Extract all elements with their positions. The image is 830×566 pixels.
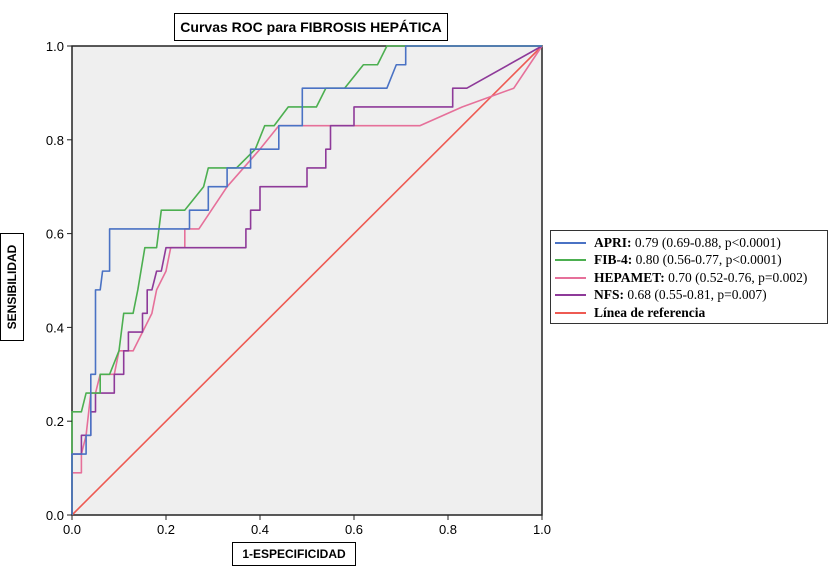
legend-stats-nfs: 0.68 (0.55-0.81, p=0.007) (627, 287, 767, 303)
legend-name-fib4: FIB-4: (594, 252, 633, 268)
legend-swatch-hepamet (555, 276, 586, 279)
y-tick-label: 0.4 (46, 320, 64, 335)
ticks-layer: 0.0 0.2 0.4 0.6 0.8 1.0 0.0 0.2 0.4 0.6 0.8 1.0 (46, 39, 551, 537)
series-line-reference (71, 45, 543, 516)
legend-name-reference: Línea de referencia (594, 304, 706, 320)
legend-item-apri: APRI: 0.79 (0.69-0.88, p<0.0001) (555, 234, 827, 252)
legend-name-apri: APRI: (594, 234, 632, 250)
legend: APRI: 0.79 (0.69-0.88, p<0.0001) FIB-4: … (550, 230, 828, 324)
chart-title: Curvas ROC para FIBROSIS HEPÁTICA (174, 13, 448, 41)
series-line-apri (71, 45, 542, 515)
y-axis-label: SENSIBILIDAD (0, 233, 24, 341)
legend-item-reference: Línea de referencia (555, 304, 827, 322)
legend-swatch-fib4 (555, 259, 586, 262)
x-tick-label: 0.6 (345, 522, 363, 537)
y-tick-label: 0.2 (46, 414, 64, 429)
x-tick-label: 0.0 (63, 522, 81, 537)
legend-stats-apri: 0.79 (0.69-0.88, p<0.0001) (634, 234, 781, 250)
series-layer (71, 45, 543, 516)
legend-swatch-apri (555, 241, 586, 244)
y-tick-label: 0.6 (46, 227, 64, 242)
legend-name-hepamet: HEPAMET: (594, 269, 665, 285)
x-tick-label: 0.4 (251, 522, 269, 537)
y-tick-label: 0.8 (46, 133, 64, 148)
legend-item-hepamet: HEPAMET: 0.70 (0.52-0.76, p=0.002) (555, 269, 827, 287)
legend-stats-hepamet: 0.70 (0.52-0.76, p=0.002) (668, 269, 808, 285)
x-tick-label: 0.8 (439, 522, 457, 537)
y-tick-label: 1.0 (46, 39, 64, 54)
legend-name-nfs: NFS: (594, 287, 624, 303)
x-axis-label: 1-ESPECIFICIDAD (232, 542, 356, 566)
legend-swatch-nfs (555, 294, 586, 297)
legend-item-nfs: NFS: 0.68 (0.55-0.81, p=0.007) (555, 287, 827, 305)
y-tick-label: 0.0 (46, 508, 64, 523)
x-tick-label: 1.0 (533, 522, 551, 537)
series-line-nfs (71, 45, 543, 515)
legend-item-fib4: FIB-4: 0.80 (0.56-0.77, p<0.0001) (555, 252, 827, 270)
legend-stats-fib4: 0.80 (0.56-0.77, p<0.0001) (635, 252, 782, 268)
x-tick-label: 0.2 (157, 522, 175, 537)
legend-swatch-reference (555, 311, 586, 314)
